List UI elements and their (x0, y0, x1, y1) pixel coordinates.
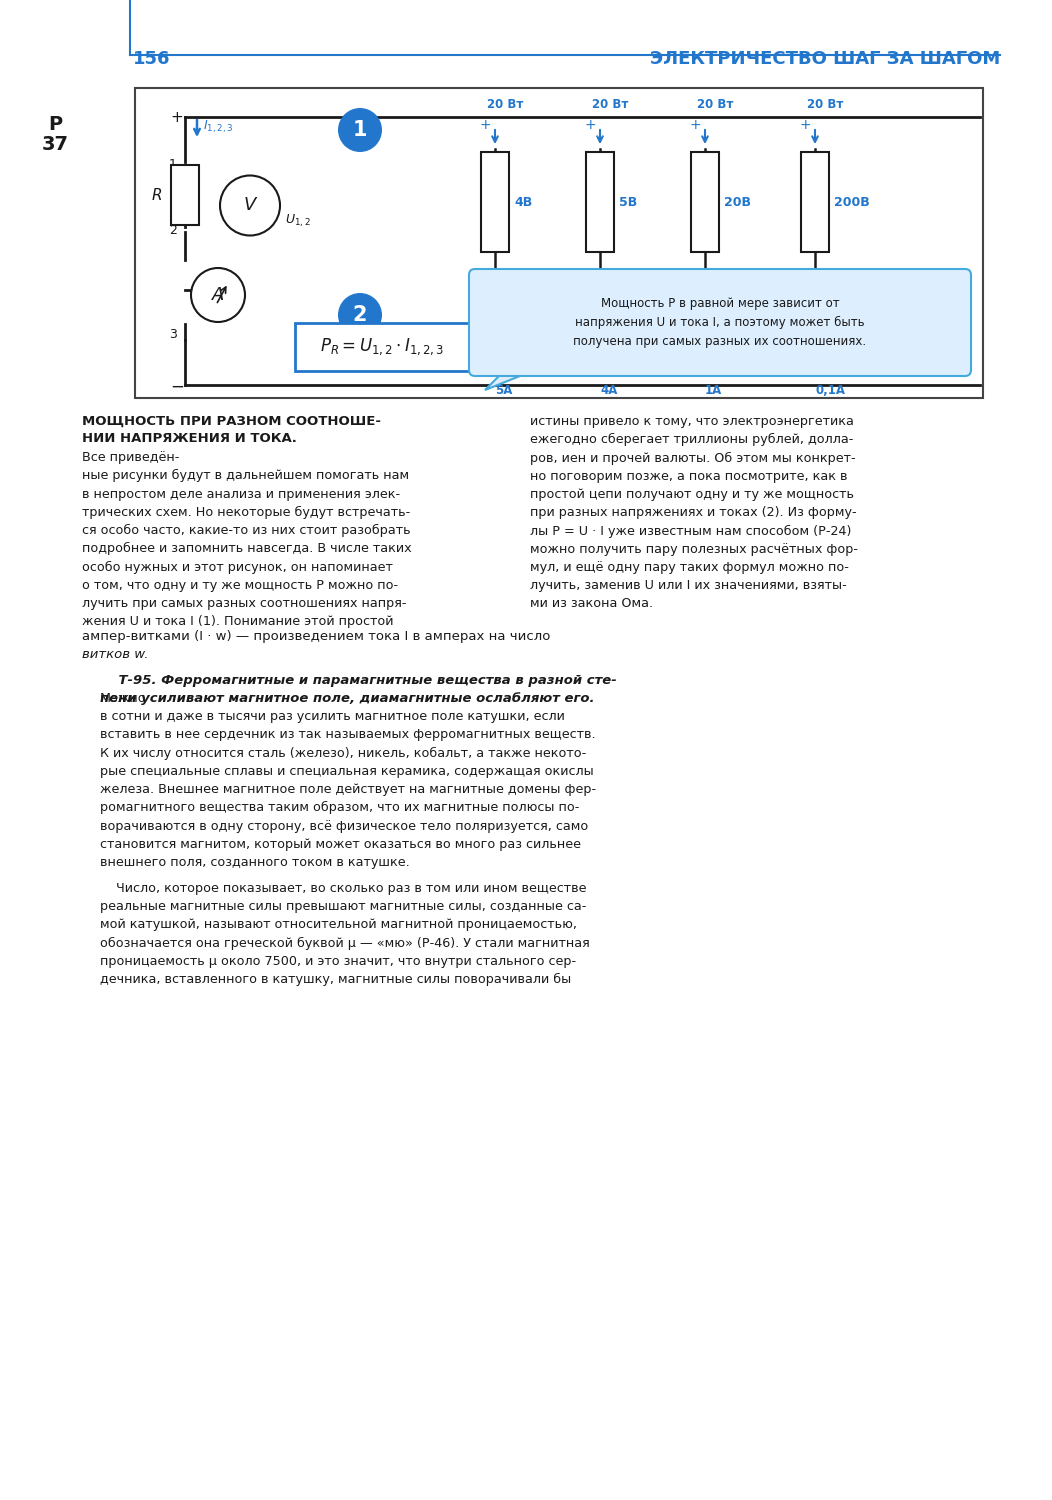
Text: витков w.: витков w. (82, 648, 148, 662)
Text: −: − (584, 363, 595, 376)
Text: 2: 2 (352, 304, 367, 326)
Text: −: − (800, 363, 811, 376)
Text: 156: 156 (133, 50, 170, 68)
Circle shape (220, 176, 280, 236)
FancyBboxPatch shape (801, 152, 829, 252)
FancyBboxPatch shape (469, 268, 971, 376)
Text: +: + (800, 118, 811, 132)
Text: 20 Вт: 20 Вт (696, 99, 733, 111)
FancyBboxPatch shape (295, 322, 470, 370)
Text: ампер-витками (I · w) — произведением тока I в амперах на число: ампер-витками (I · w) — произведением то… (82, 630, 550, 644)
Text: ЭЛЕКТРИЧЕСТВО ШАГ ЗА ШАГОМ: ЭЛЕКТРИЧЕСТВО ШАГ ЗА ШАГОМ (650, 50, 1000, 68)
Polygon shape (485, 370, 535, 390)
Text: 0,1А: 0,1А (815, 384, 845, 396)
Text: 1: 1 (352, 120, 367, 140)
Text: Р: Р (48, 116, 62, 134)
Text: 200В: 200В (834, 195, 870, 208)
Text: Все приведён-
ные рисунки будут в дальнейшем помогать нам
в непростом деле анали: Все приведён- ные рисунки будут в дальне… (82, 452, 411, 628)
Text: +: + (584, 118, 595, 132)
Text: 20В: 20В (724, 195, 751, 208)
Text: 3: 3 (169, 328, 177, 342)
Text: V: V (244, 196, 257, 214)
Text: $I_{1,2,3}$: $I_{1,2,3}$ (203, 118, 234, 135)
Text: 1: 1 (169, 159, 177, 171)
Circle shape (338, 292, 382, 338)
Circle shape (191, 268, 245, 322)
Text: +: + (689, 118, 701, 132)
Text: $P_R = U_{1,2} \cdot I_{1,2,3}$: $P_R = U_{1,2} \cdot I_{1,2,3}$ (320, 336, 445, 357)
Text: 5В: 5В (619, 195, 638, 208)
Text: 20 Вт: 20 Вт (592, 99, 628, 111)
FancyBboxPatch shape (481, 152, 509, 252)
Text: 4В: 4В (514, 195, 532, 208)
Circle shape (338, 108, 382, 152)
Text: Можно
в сотни и даже в тысячи раз усилить магнитное поле катушки, если
вставить : Можно в сотни и даже в тысячи раз усилит… (100, 692, 596, 868)
FancyBboxPatch shape (171, 165, 199, 225)
FancyBboxPatch shape (691, 152, 719, 252)
Text: пени усиливают магнитное поле, диамагнитные ослабляют его.: пени усиливают магнитное поле, диамагнит… (100, 692, 594, 705)
Text: A: A (211, 286, 224, 304)
Text: +: + (170, 110, 183, 125)
Text: −: − (170, 378, 184, 396)
Text: Т-95. Ферромагнитные и парамагнитные вещества в разной сте-: Т-95. Ферромагнитные и парамагнитные вещ… (100, 674, 616, 687)
Text: истины привело к тому, что электроэнергетика
ежегодно сберегает триллионы рублей: истины привело к тому, что электроэнерге… (530, 416, 858, 610)
Text: −: − (480, 363, 491, 376)
Text: 2: 2 (169, 224, 177, 237)
Text: $U_{1,2}$: $U_{1,2}$ (285, 213, 310, 228)
FancyBboxPatch shape (586, 152, 614, 252)
Text: −: − (689, 363, 701, 376)
Text: Число, которое показывает, во сколько раз в том или ином веществе
реальные магни: Число, которое показывает, во сколько ра… (100, 882, 590, 986)
Text: МОЩНОСТЬ ПРИ РАЗНОМ СООТНОШЕ-
НИИ НАПРЯЖЕНИЯ И ТОКА.: МОЩНОСТЬ ПРИ РАЗНОМ СООТНОШЕ- НИИ НАПРЯЖ… (82, 416, 381, 446)
Text: 37: 37 (41, 135, 68, 154)
Text: +: + (480, 118, 491, 132)
FancyBboxPatch shape (135, 88, 983, 398)
Text: R: R (151, 188, 162, 202)
Text: 20 Вт: 20 Вт (487, 99, 523, 111)
Text: 1А: 1А (705, 384, 723, 396)
Text: 20 Вт: 20 Вт (807, 99, 844, 111)
Text: Мощность Р в равной мере зависит от
напряжения U и тока I, а поэтому может быть
: Мощность Р в равной мере зависит от напр… (573, 297, 867, 348)
Text: 4А: 4А (600, 384, 618, 396)
Text: 5А: 5А (495, 384, 512, 396)
